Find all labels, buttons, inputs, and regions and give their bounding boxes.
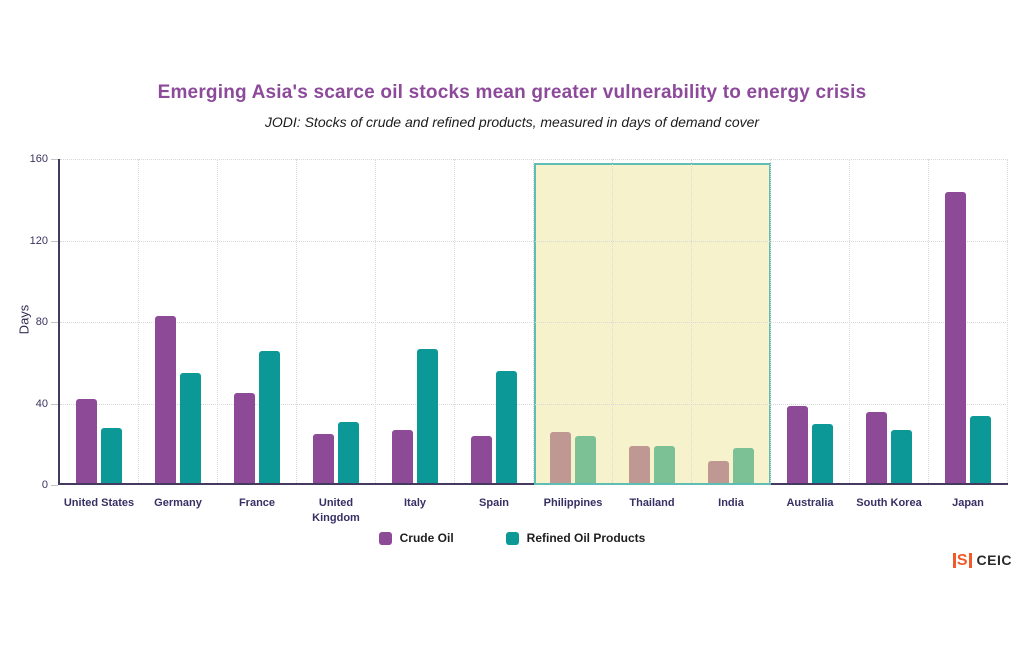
bar-crude-oil-india — [708, 460, 729, 483]
category-group-spain: Spain — [454, 159, 533, 509]
bar-refined-oil-products-italy — [417, 348, 438, 483]
bar-crude-oil-japan — [945, 191, 966, 483]
x-axis-label-philippines: Philippines — [543, 497, 603, 509]
bar-refined-oil-products-india — [733, 448, 754, 483]
bar-refined-oil-products-thailand — [654, 446, 675, 483]
legend-item-refined-oil-products: Refined Oil Products — [505, 531, 646, 545]
bar-crude-oil-australia — [787, 405, 808, 483]
y-tick-mark-160 — [51, 159, 58, 160]
legend-item-crude-oil: Crude Oil — [378, 531, 454, 545]
bar-refined-oil-products-germany — [180, 372, 201, 483]
ceic-logo: S CEIC — [952, 549, 1012, 571]
bar-refined-oil-products-philippines — [575, 436, 596, 483]
x-axis-label-united-states: United States — [63, 497, 135, 509]
y-tick-mark-80 — [51, 322, 58, 323]
x-axis-label-italy: Italy — [403, 497, 426, 509]
x-axis-label-thailand: Thailand — [629, 497, 675, 509]
category-group-india: India — [691, 159, 770, 509]
category-group-thailand: Thailand — [612, 159, 691, 509]
bar-crude-oil-south-korea — [866, 411, 887, 483]
ceic-logo-text: CEIC — [976, 552, 1012, 568]
crude-oil-swatch-icon — [378, 531, 392, 545]
category-group-united-kingdom: United Kingdom — [296, 159, 375, 524]
logo-left-bar — [952, 552, 956, 568]
x-axis-label-germany: Germany — [154, 497, 202, 509]
category-group-italy: Italy — [375, 159, 454, 509]
x-axis-label-france: France — [238, 497, 276, 509]
x-axis-label-japan: Japan — [952, 497, 984, 509]
bar-crude-oil-philippines — [550, 432, 571, 483]
category-group-philippines: Philippines — [533, 159, 612, 509]
y-tick-mark-120 — [51, 240, 58, 242]
y-tick-label-40: 40 — [35, 397, 48, 410]
legend-label-refined-oil-products: Refined Oil Products — [526, 531, 646, 545]
bar-crude-oil-united-kingdom — [313, 434, 334, 483]
category-group-united-states: United States — [60, 159, 138, 509]
bar-refined-oil-products-united-states — [101, 428, 122, 483]
bar-refined-oil-products-spain — [496, 370, 517, 483]
legend-label-crude-oil: Crude Oil — [399, 531, 454, 545]
y-tick-mark-0 — [51, 485, 58, 486]
refined-oil-products-swatch-icon — [505, 531, 519, 545]
bar-crude-oil-spain — [471, 436, 492, 483]
x-axis-label-south-korea: South Korea — [856, 497, 922, 509]
ceic-logo-mark-icon: S — [952, 551, 972, 569]
bar-refined-oil-products-united-kingdom — [338, 421, 359, 483]
chart-subtitle: JODI: Stocks of crude and refined produc… — [264, 114, 760, 130]
bar-refined-oil-products-south-korea — [891, 430, 912, 483]
bar-refined-oil-products-australia — [812, 423, 833, 483]
bar-refined-oil-products-japan — [970, 415, 991, 483]
logo-s-letter: S — [956, 551, 968, 569]
bar-crude-oil-germany — [155, 315, 176, 483]
bar-crude-oil-thailand — [629, 446, 650, 483]
category-group-south-korea: South Korea — [849, 159, 928, 509]
bar-refined-oil-products-france — [259, 350, 280, 483]
logo-right-bar — [968, 552, 972, 568]
chart-title: Emerging Asia's scarce oil stocks mean g… — [157, 82, 867, 103]
bar-crude-oil-italy — [392, 430, 413, 483]
y-tick-mark-40 — [51, 403, 58, 405]
y-tick-label-160: 160 — [29, 153, 48, 165]
category-group-france: France — [217, 159, 296, 509]
x-axis-label-united-kingdom: United Kingdom — [312, 497, 360, 524]
y-tick-label-0: 0 — [41, 479, 48, 491]
x-axis-label-spain: Spain — [479, 497, 509, 509]
y-tick-label-120: 120 — [29, 234, 48, 247]
category-group-germany: Germany — [138, 159, 217, 509]
x-axis-label-australia: Australia — [786, 497, 834, 509]
y-tick-label-80: 80 — [35, 316, 48, 328]
x-axis-label-india: India — [718, 497, 744, 509]
category-group-japan: Japan — [928, 159, 1008, 509]
bar-crude-oil-france — [234, 393, 255, 483]
legend: Crude Oil Refined Oil Products — [0, 531, 1024, 545]
bar-chart-plot-area: Days 0 40 80 120 160 United States Germany Fran… — [17, 153, 1008, 524]
bar-crude-oil-united-states — [76, 399, 97, 483]
category-group-australia: Australia — [770, 159, 849, 509]
